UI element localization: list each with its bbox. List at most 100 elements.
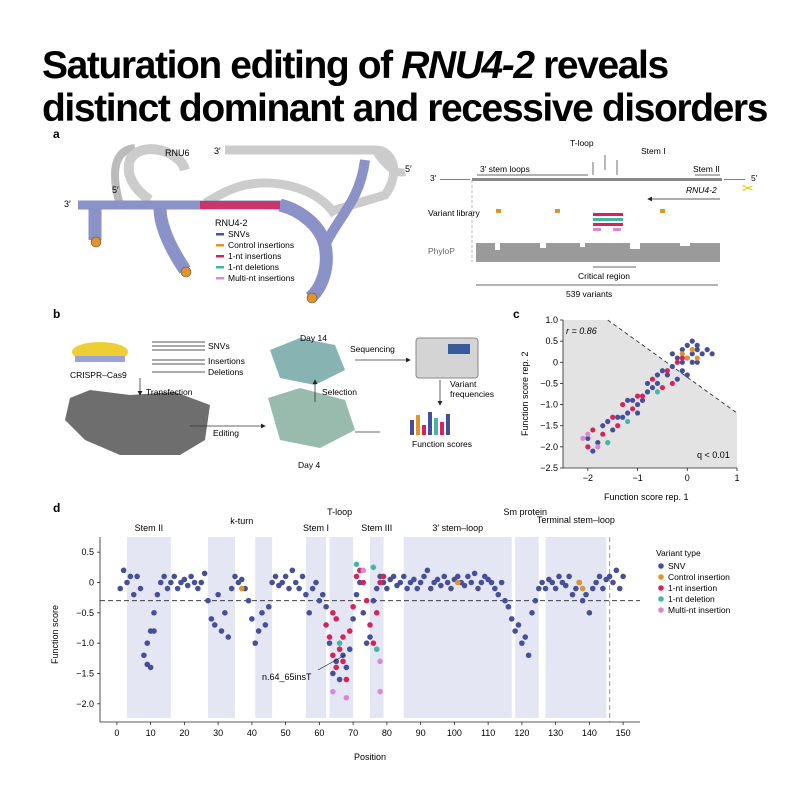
data-point — [232, 573, 238, 580]
data-point — [400, 573, 407, 580]
label-function-scores: Function scores — [412, 439, 472, 449]
panel-a-legend: SNVs Control insertions 1-nt insertions … — [216, 229, 295, 283]
x-tick-label: 80 — [382, 728, 392, 738]
data-point — [326, 634, 333, 640]
x-tick-label: 130 — [548, 728, 563, 738]
track-critical-region: Critical region — [578, 271, 630, 281]
data-point — [492, 585, 498, 592]
gene-track-diagram: T-loop Stem I 3′ stem loops Stem II 3′ 5… — [428, 138, 758, 299]
data-point — [634, 393, 641, 399]
cells-day14-icon — [270, 338, 345, 385]
data-point — [330, 610, 336, 616]
data-point — [195, 585, 201, 592]
data-point — [414, 585, 421, 592]
gene-bar — [472, 178, 722, 181]
data-point — [475, 585, 481, 592]
data-point — [141, 652, 147, 659]
data-point — [590, 448, 596, 454]
region-band — [515, 537, 539, 718]
legend-title: Variant type — [656, 548, 701, 558]
data-point — [689, 351, 695, 357]
data-point — [583, 591, 589, 598]
data-point — [171, 573, 178, 580]
data-point — [585, 435, 591, 441]
data-point — [589, 585, 596, 592]
data-point — [580, 435, 586, 441]
x-tick-label: 100 — [447, 728, 462, 738]
annotation-label: n.64_65insT — [262, 672, 312, 682]
library-ins-mark — [593, 223, 623, 226]
data-point — [130, 591, 137, 598]
data-point — [350, 603, 356, 610]
data-point — [363, 640, 370, 646]
y-tick-label: 0.5 — [545, 336, 558, 346]
data-point — [704, 347, 710, 353]
data-point — [316, 597, 323, 604]
x-tick-label: −2 — [583, 473, 593, 483]
data-point — [620, 573, 626, 580]
data-point — [552, 585, 559, 592]
label-variant-freq-1: Variant — [450, 379, 477, 389]
data-point — [286, 585, 292, 592]
y-tick-label: −1.0 — [76, 638, 94, 648]
data-point — [168, 579, 174, 586]
data-point — [478, 579, 485, 586]
data-point — [585, 444, 591, 450]
data-point — [613, 567, 620, 574]
data-point — [684, 342, 690, 348]
data-point — [566, 573, 572, 580]
data-point — [605, 440, 611, 446]
data-point — [669, 363, 675, 370]
r-label: r = 0.86 — [566, 326, 597, 336]
legend-label: 1-nt insertions — [228, 251, 281, 261]
data-point — [299, 573, 306, 580]
data-point — [579, 585, 586, 592]
x-tick-label: 50 — [281, 728, 291, 738]
data-point — [605, 418, 611, 425]
data-point — [157, 579, 164, 586]
label-selection: Selection — [322, 387, 357, 397]
label-variant-freq-2: frequencies — [450, 389, 494, 399]
data-point — [326, 640, 333, 646]
data-point — [505, 603, 512, 610]
data-point — [615, 423, 621, 429]
panel-letters: a b c d — [53, 127, 520, 515]
c-xlabel: Function score rep. 1 — [604, 492, 689, 502]
phylop-track — [476, 243, 720, 262]
data-point — [367, 634, 373, 640]
data-point — [495, 591, 502, 598]
region-bands — [127, 537, 607, 718]
data-point — [573, 585, 579, 592]
data-point — [579, 597, 586, 604]
data-point — [424, 567, 431, 574]
legend-label: 1-nt deletions — [228, 262, 279, 272]
data-point — [340, 634, 346, 640]
axis-ticks: 0 10 20 30 40 50 60 70 80 90 100 110 120 130 140 150 0.5… — [76, 547, 630, 738]
data-point — [625, 397, 631, 403]
region-label: Sm protein — [503, 507, 547, 517]
data-point — [380, 573, 387, 580]
cells-before-icon — [65, 390, 210, 455]
data-point — [694, 355, 700, 361]
data-point — [610, 414, 616, 420]
data-point — [367, 622, 373, 628]
data-point — [454, 579, 461, 586]
data-point — [151, 628, 157, 634]
rnu42-label: RNU4-2 — [215, 218, 248, 228]
data-point — [634, 401, 641, 408]
data-point — [373, 646, 380, 653]
data-point — [124, 579, 130, 586]
data-point — [532, 597, 539, 604]
data-point — [694, 359, 700, 365]
data-point — [360, 610, 367, 616]
track-stem-ii: Stem II — [693, 164, 720, 174]
page-title: Saturation editing of RNU4-2 reveals dis… — [42, 44, 768, 130]
label-editing: Editing — [213, 428, 239, 438]
panel-letter-a: a — [53, 127, 60, 141]
legend-swatch-control — [216, 244, 224, 247]
data-point — [679, 347, 685, 353]
data-point — [542, 585, 549, 592]
legend-label: Control insertion — [668, 572, 730, 582]
data-point — [289, 567, 296, 574]
y-tick-label: 0 — [89, 577, 94, 587]
